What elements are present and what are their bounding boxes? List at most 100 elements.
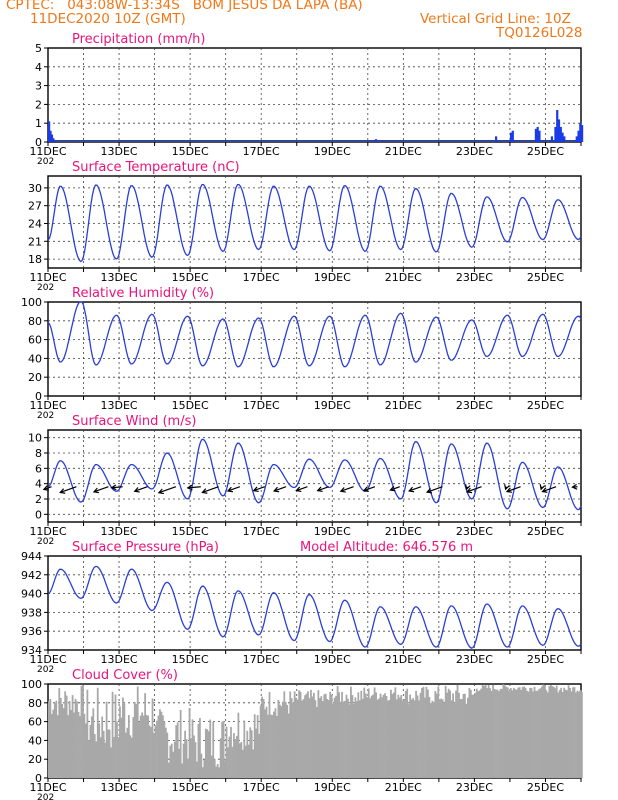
cloud-bar <box>496 689 499 778</box>
cloud-bar <box>191 719 194 778</box>
cloud-bar <box>444 685 447 778</box>
precip-xtick-label: 19DEC <box>314 145 351 158</box>
cloud-bar <box>542 684 545 778</box>
cloud-bar <box>182 743 185 778</box>
cloud-bar <box>142 715 145 778</box>
cloud-ytick-label: 20 <box>28 753 42 766</box>
cloud-bar <box>560 687 563 778</box>
wind-arrow-shaft <box>158 486 177 494</box>
cloud-bar <box>375 692 377 778</box>
cloud-bar <box>566 690 568 778</box>
cloud-bar <box>258 733 261 778</box>
cloud-bar <box>262 698 265 778</box>
precip-bar <box>511 130 514 142</box>
cloud-bar <box>523 686 526 778</box>
wind-arrow <box>339 486 354 493</box>
cloud-bar <box>321 701 324 778</box>
pres-frame <box>47 555 582 651</box>
cloud-bar <box>546 692 549 778</box>
temp-xtick-label: 23DEC <box>456 271 493 284</box>
cloud-bar <box>324 693 327 778</box>
cloud-bar <box>281 701 284 778</box>
cloud-bar <box>431 700 434 778</box>
cloud-bar <box>124 732 127 778</box>
cloud-bar <box>403 699 406 778</box>
cloud-bar <box>82 685 84 778</box>
cloud-bar <box>157 715 160 778</box>
cloud-bar <box>435 693 438 778</box>
cloud-bar <box>538 689 540 778</box>
cloud-bar <box>292 702 295 778</box>
cloud-bar <box>327 700 330 778</box>
cloud-bar <box>501 688 503 778</box>
wind-arrow <box>504 484 510 491</box>
cloud-bar <box>163 721 166 778</box>
wind-arrow-head <box>316 486 323 493</box>
cloud-bar <box>145 714 148 778</box>
temp-ytick-label: 21 <box>28 235 42 248</box>
cloud-bar <box>185 739 188 778</box>
cloud-bar <box>472 694 475 778</box>
cloud-bar <box>521 687 524 778</box>
cloud-bar <box>452 693 454 778</box>
cloud-bar <box>358 700 361 778</box>
cloud-bar <box>384 693 386 778</box>
cloud-bar <box>129 735 132 778</box>
cloud-bar <box>153 732 155 778</box>
wind-arrow-shaft <box>202 486 219 493</box>
cloud-xtick-label: 19DEC <box>314 781 351 794</box>
cloud-bar <box>446 692 449 778</box>
pres-ytick-label: 936 <box>21 625 42 638</box>
cloud-bar <box>561 691 564 778</box>
cloud-bar <box>391 694 394 778</box>
wind-arrow <box>541 486 557 493</box>
cloud-bar <box>304 695 306 778</box>
precip-bar <box>575 136 578 142</box>
precip-ytick-label: 4 <box>35 61 42 74</box>
cloud-bar <box>345 694 348 778</box>
precip-bar <box>559 126 562 142</box>
cloud-bar <box>253 714 256 778</box>
cloud-bar <box>489 688 491 778</box>
cloud-bar <box>90 716 93 778</box>
cloud-bar <box>527 691 530 778</box>
cloud-bar <box>276 716 278 778</box>
cloud-bar <box>204 728 207 778</box>
wind-arrow-shaft <box>93 486 109 493</box>
cloud-bar <box>504 685 506 778</box>
wind-arrow <box>539 484 546 491</box>
wind-arrow-shaft <box>542 486 557 493</box>
rh-xtick-label: 15DEC <box>172 399 209 412</box>
wind-arrow-head <box>408 486 415 493</box>
cloud-bar <box>355 701 358 778</box>
wind-arrow-shaft <box>317 486 329 492</box>
cloud-bar <box>545 690 548 778</box>
temp-xtick-label: 11DEC <box>29 271 66 284</box>
pres-ytick-label: 942 <box>21 569 42 582</box>
cloud-bar <box>432 702 435 778</box>
wind-arrow-head <box>504 484 510 491</box>
cloud-bar <box>130 737 133 778</box>
wind-year-label: 202 <box>37 537 54 547</box>
wind-xtick-label: 15DEC <box>172 525 209 538</box>
cloud-bar <box>188 708 191 778</box>
cloud-bar <box>329 691 332 778</box>
cloud-bar <box>335 695 338 778</box>
precip-xtick-label: 17DEC <box>243 145 280 158</box>
temp-xtick-label: 17DEC <box>243 271 280 284</box>
header-grid-line: Vertical Grid Line: 10Z <box>420 11 571 27</box>
cloud-bar <box>67 715 70 778</box>
wind-arrow-shaft <box>187 486 201 489</box>
cloud-bar <box>379 693 382 778</box>
cloud-bar <box>392 692 395 778</box>
cloud-bar <box>271 714 274 778</box>
rh-xtick-label: 19DEC <box>314 399 351 412</box>
cloud-bar <box>536 690 539 778</box>
cloud-bar <box>104 742 107 778</box>
cloud-bar <box>65 695 68 778</box>
cloud-bar <box>173 741 176 778</box>
cloud-bar <box>101 716 104 778</box>
cloud-bar <box>469 689 472 778</box>
wind-arrow-shaft <box>253 486 265 492</box>
cloud-bar <box>194 742 197 778</box>
